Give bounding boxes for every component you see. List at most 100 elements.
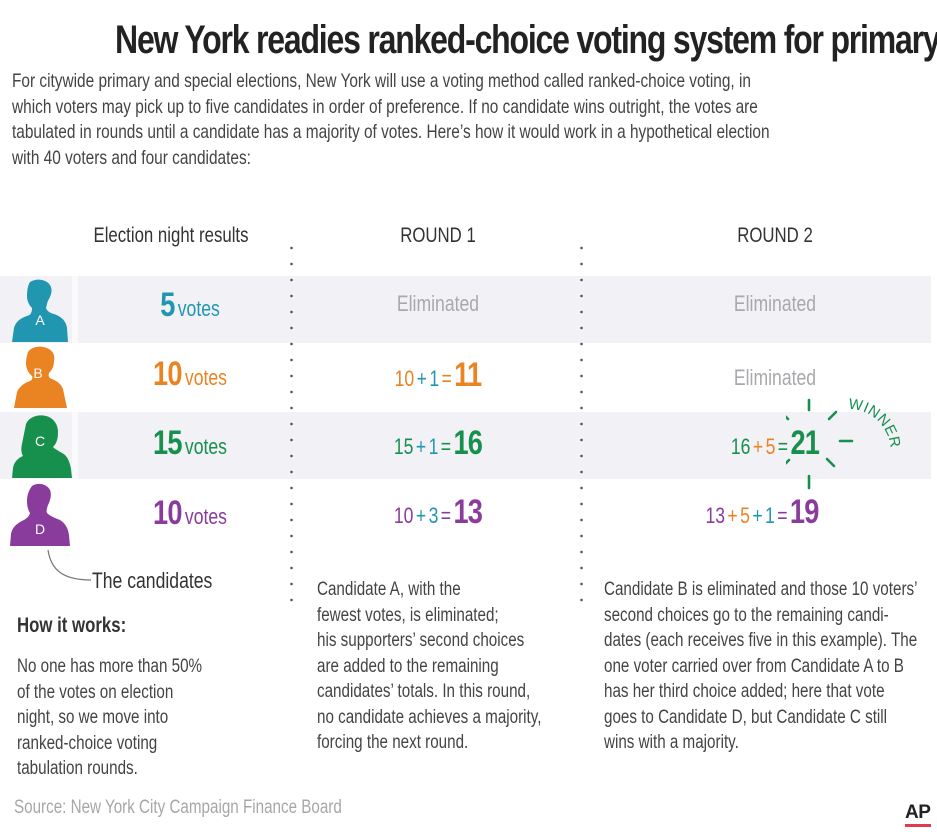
text-line: dates (each receives five in this exampl… [604,630,918,651]
term: 16 [730,434,751,459]
winner-label: WINNER [847,396,903,450]
term: 5 [740,503,750,528]
text-line: Candidate A, with the [317,579,461,600]
term: 1 [429,366,440,391]
election-night-votes-d: 10 votes [106,494,274,533]
round-total: 19 [789,493,819,531]
text-line: second choices go to the remaining candi… [604,604,889,626]
round1-result-b: 10 +1 =11 [322,356,554,395]
text-line: fewest votes, is eliminated; [317,604,499,626]
text-line: No one has more than 50% [17,656,203,677]
intro-line: tabulated in rounds until a candidate ha… [12,121,770,143]
round2-result-b: Eliminated [659,365,891,391]
svg-text:D: D [35,521,45,537]
plus-sign: + [752,503,763,528]
eliminated-label: Eliminated [396,291,480,316]
plus-sign: + [752,434,764,459]
election-night-votes-b: 10 votes [106,355,274,394]
intro-line: with 40 voters and four candidates: [12,146,251,169]
eliminated-label: Eliminated [733,365,817,390]
text-line: wins with a majority. [604,732,739,753]
term: 13 [705,503,726,528]
text-line: ranked-choice voting [17,732,158,754]
votes-label: votes [184,365,227,390]
plus-sign: + [415,434,427,459]
round1-result-a: Eliminated [322,291,554,317]
round2-result-c: 16 +5 =21 [659,424,891,463]
burst-rays-icon [786,398,854,490]
column-header-round-1: ROUND 1 [400,224,476,247]
term: 10 [394,366,415,391]
round1-result-c: 15 +1 =16 [322,424,554,463]
term: 15 [393,434,414,459]
eliminated-label: Eliminated [733,291,817,316]
text-line: his supporters’ second choices [317,630,525,651]
votes-label: votes [177,296,220,321]
svg-text:A: A [35,312,45,328]
plus-sign: + [415,503,427,528]
plus-sign: + [727,503,738,528]
text-line: candidates’ totals. In this round, [317,681,531,702]
term: 10 [393,503,414,528]
equals-sign: = [777,434,789,459]
term: 1 [765,503,775,528]
person-silhouette-icon: B [14,346,67,408]
how-it-works-title: How it works: [17,614,127,637]
round1-result-d: 10 +3 =13 [322,493,554,532]
text-line: tabulation rounds. [17,758,138,779]
intro-line: For citywide primary and special electio… [12,70,751,92]
candidate-d-avatar: D [8,482,72,546]
candidate-b-avatar: B [8,346,72,410]
text-line: forcing the next round. [317,732,469,753]
ap-logo-underline [905,824,931,827]
text-line: night, so we move into [17,707,169,728]
round2-result-a: Eliminated [659,291,891,317]
candidate-a-avatar: A [8,278,72,342]
vote-count: 5 [160,286,175,324]
round-total: 16 [453,424,483,462]
intro-line: which voters may pick up to five candida… [12,95,758,118]
text-line: one voter carried over from Candidate A … [604,655,904,677]
election-night-votes-c: 15 votes [106,424,274,463]
candidates-leader-line [47,549,92,581]
column-divider [290,240,293,614]
election-night-votes-a: 5 votes [106,286,274,325]
column-header-round-2: ROUND 2 [737,224,813,247]
source-note: Source: New York City Campaign Finance B… [14,797,342,818]
equals-sign: = [440,434,452,459]
round-total: 11 [454,356,482,394]
term: 3 [428,503,439,528]
vote-count: 15 [153,424,182,462]
candidates-label: The candidates [92,568,213,593]
round2-result-d: 13 +5 +1 =19 [646,493,878,532]
round1-explanation: Candidate A, with the fewest votes, is e… [317,577,541,756]
row-band-c [0,412,931,479]
svg-text:B: B [33,365,42,381]
column-divider [580,240,583,614]
round-total: 13 [453,493,483,531]
intro-text: For citywide primary and special electio… [12,69,802,171]
equals-sign: = [440,503,452,528]
vote-count: 10 [153,494,182,532]
person-silhouette-icon: A [12,279,68,342]
text-line: no candidate achieves a majority, [317,706,542,728]
graphic-title: New York readies ranked-choice voting sy… [115,18,937,62]
plus-sign: + [416,366,427,391]
votes-label: votes [184,504,227,529]
round2-explanation: Candidate B is eliminated and those 10 v… [604,577,917,756]
term: 5 [765,434,776,459]
person-silhouette-icon: C [12,415,72,478]
row-band-a [0,276,931,343]
text-line: of the votes on election [17,681,174,703]
text-line: has her third choice added; here that vo… [604,681,885,702]
winner-burst: WINNER [786,396,903,490]
equals-sign: = [777,503,788,528]
text-line: Candidate B is eliminated and those 10 v… [604,579,918,600]
person-silhouette-icon: D [10,483,70,546]
text-line: goes to Candidate D, but Candidate C sti… [604,706,888,728]
votes-label: votes [184,434,227,459]
round-total: 21 [790,424,820,462]
term: 1 [428,434,439,459]
vote-count: 10 [153,355,182,393]
how-it-works-text: No one has more than 50% of the votes on… [17,654,202,782]
